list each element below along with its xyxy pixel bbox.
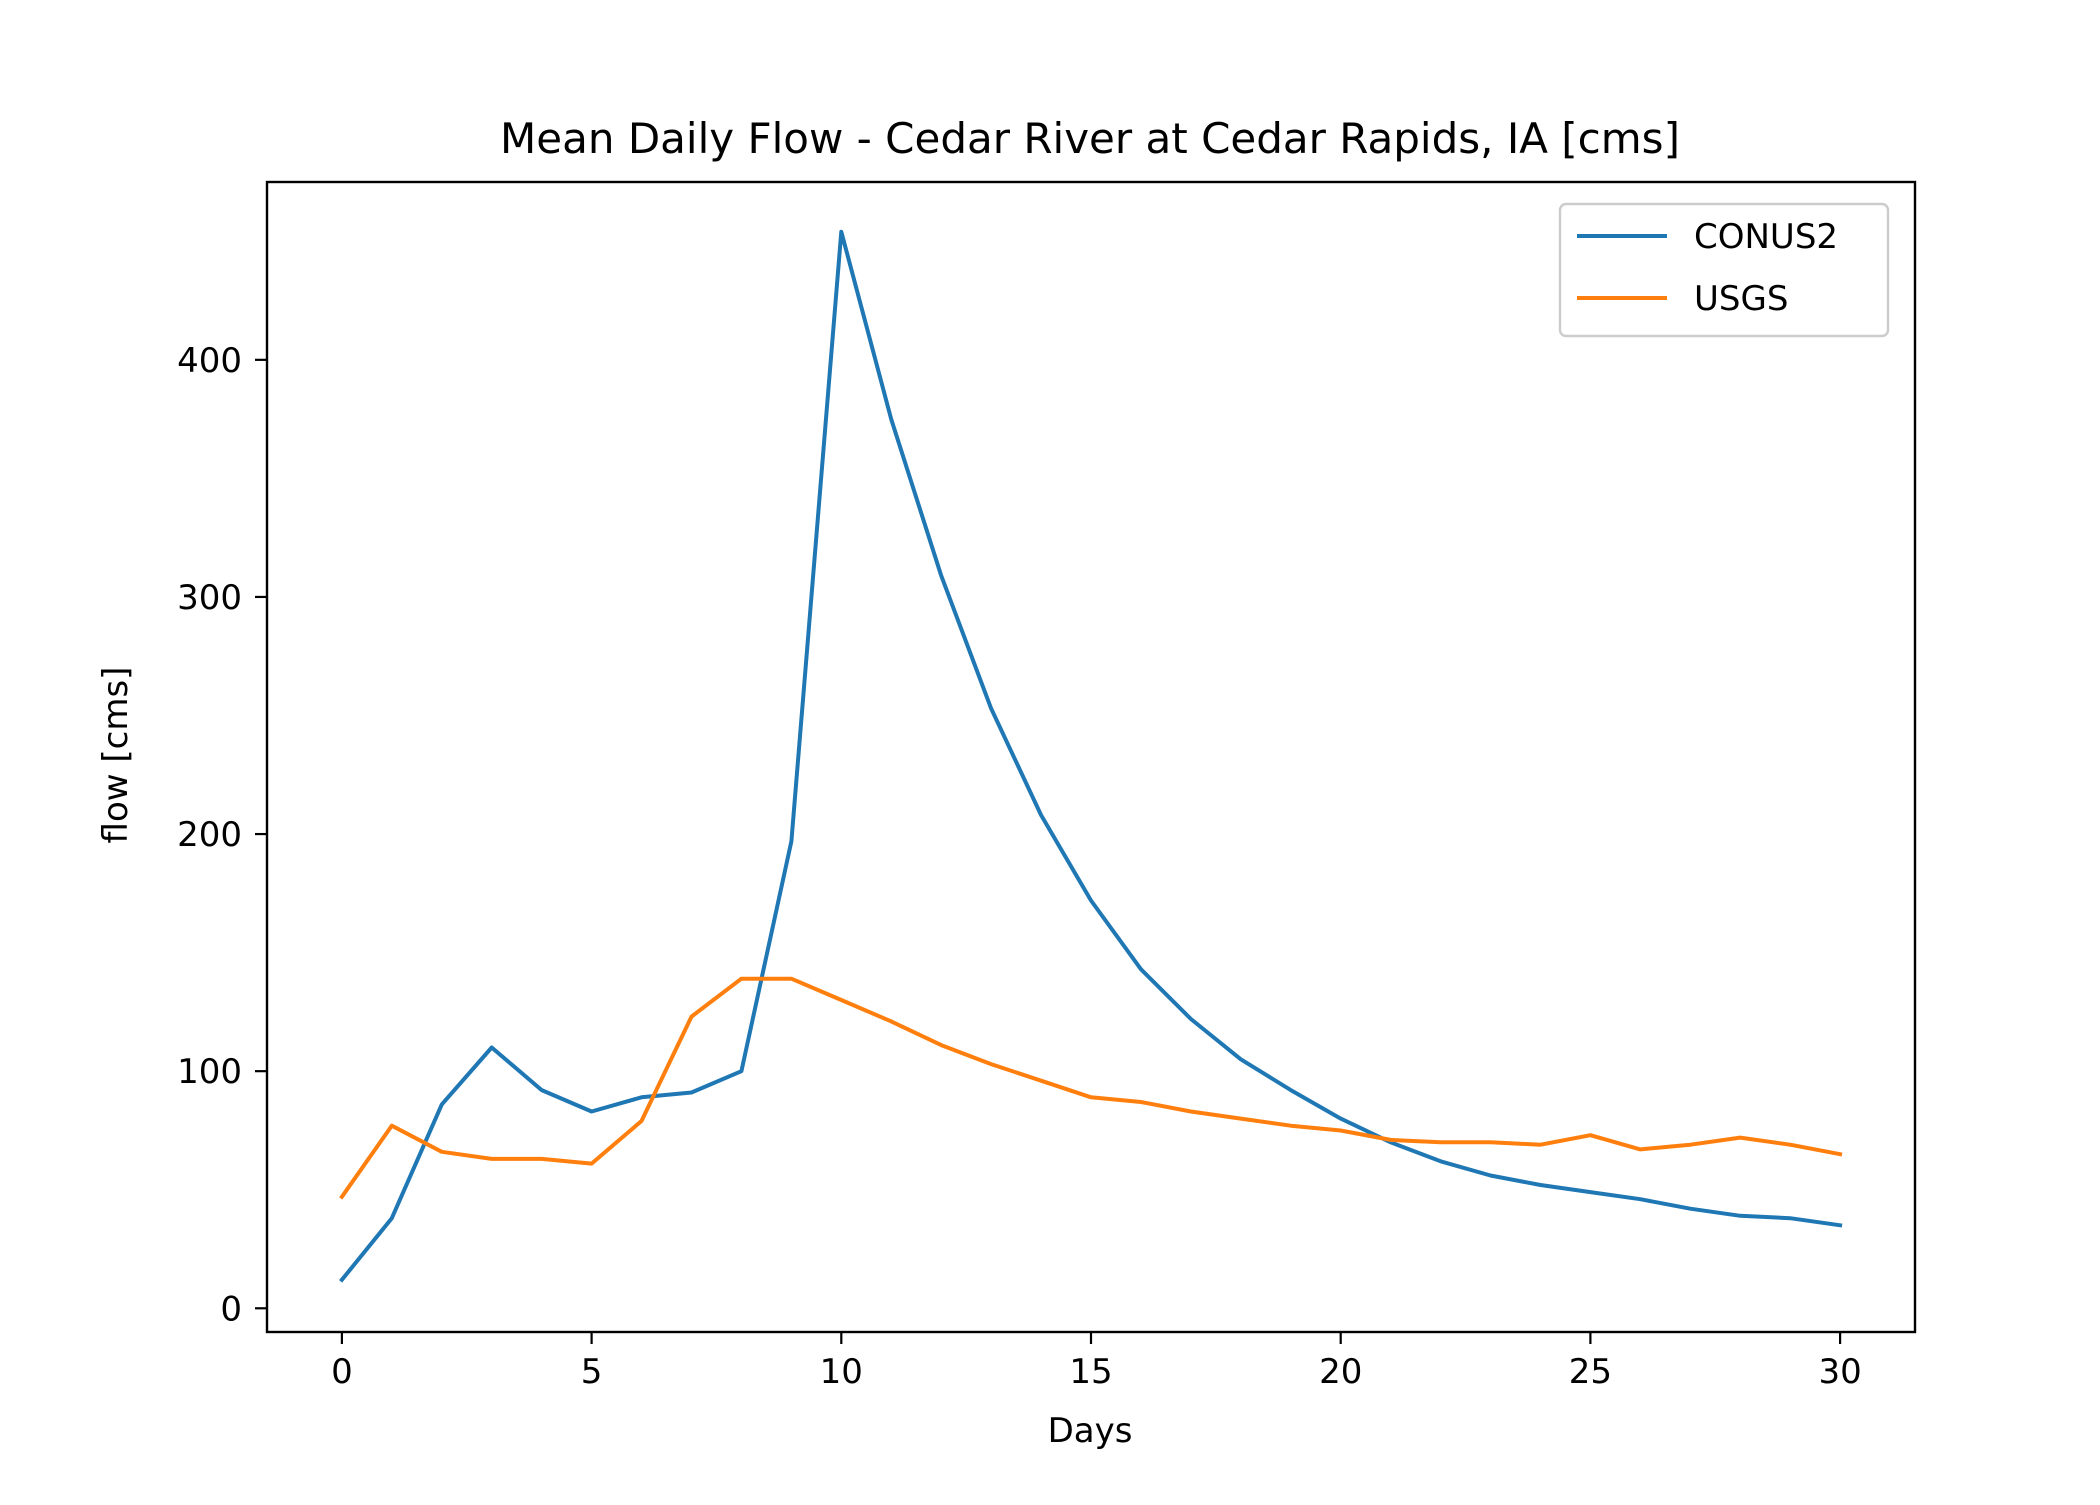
plot-area [339,229,1843,1283]
y-tick-label: 400 [177,341,242,381]
y-axis-label: flow [cms] [96,667,136,844]
x-tick-label: 25 [1569,1352,1612,1392]
x-axis-label: Days [1048,1411,1133,1451]
legend-label: CONUS2 [1694,217,1838,257]
plot-frame [265,180,1917,1334]
x-axis: 0 5 10 15 20 25 30 [331,1332,1862,1392]
chart-title: Mean Daily Flow - Cedar River at Cedar R… [500,114,1680,163]
y-tick-label: 300 [177,578,242,618]
x-tick-label: 15 [1069,1352,1112,1392]
legend: CONUS2 USGS [1558,202,1890,338]
x-tick-label: 0 [331,1352,353,1392]
y-tick-label: 0 [220,1289,242,1329]
y-tick-label: 200 [177,815,242,855]
x-tick-label: 30 [1818,1352,1861,1392]
x-tick-label: 20 [1319,1352,1362,1392]
series-line-conus2 [339,229,1843,1283]
x-tick-label: 5 [581,1352,603,1392]
legend-label: USGS [1694,279,1788,319]
y-axis: 0 100 200 300 400 [177,341,267,1329]
series-line-usgs [339,976,1843,1200]
y-tick-label: 100 [177,1052,242,1092]
x-tick-label: 10 [820,1352,863,1392]
